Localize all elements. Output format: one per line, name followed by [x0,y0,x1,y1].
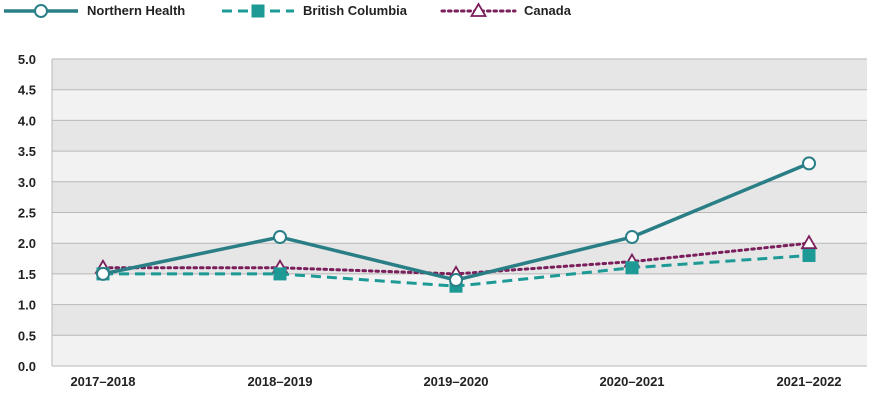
legend-label: Canada [524,3,572,18]
data-point [802,248,816,262]
legend: Northern Health British Columbia Canada [4,2,572,18]
x-axis: 2017–2018 2018–2019 2019–2020 2020–2021 2021… [70,374,841,389]
y-tick-label: 5.0 [18,52,36,67]
y-tick-label: 0.0 [18,359,36,374]
y-tick-label: 3.0 [18,175,36,190]
data-point [273,267,287,281]
x-tick-label: 2017–2018 [70,374,135,389]
plot-band [52,212,867,244]
y-tick-label: 4.5 [18,83,36,98]
legend-marker [251,4,265,18]
legend-marker [34,4,48,18]
y-tick-label: 2.5 [18,206,36,221]
plot-band [52,335,867,366]
plot-band [52,151,867,182]
legend-item: Northern Health [4,3,185,18]
data-point [273,230,287,245]
plot-band [52,89,867,121]
data-point [449,273,463,288]
data-point [625,230,639,245]
legend-marker [469,2,488,17]
x-tick-label: 2018–2019 [247,374,312,389]
plot-band [52,181,867,213]
y-tick-label: 3.5 [18,144,36,159]
plot-band [52,59,867,90]
data-point [800,234,818,250]
y-axis: 0.0 0.5 1.0 1.5 2.0 2.5 3.0 3.5 4.0 4.5 5.0 [18,52,36,374]
y-tick-label: 1.0 [18,298,36,313]
data-point [96,266,110,281]
y-tick-label: 2.0 [18,236,36,251]
legend-item: British Columbia [222,3,408,18]
legend-item: Canada [440,2,572,18]
series-northern-health [96,156,816,288]
y-tick-label: 4.0 [18,113,36,128]
x-tick-label: 2019–2020 [423,374,488,389]
data-point [802,156,816,171]
x-tick-label: 2020–2021 [599,374,664,389]
plot-band [52,304,867,336]
legend-label: British Columbia [303,3,408,18]
y-tick-label: 1.5 [18,267,36,282]
legend-label: Northern Health [87,3,185,18]
data-point [625,261,639,275]
plot-band [52,120,867,152]
x-tick-label: 2021–2022 [776,374,841,389]
series-group [94,156,818,293]
y-tick-label: 0.5 [18,328,36,343]
